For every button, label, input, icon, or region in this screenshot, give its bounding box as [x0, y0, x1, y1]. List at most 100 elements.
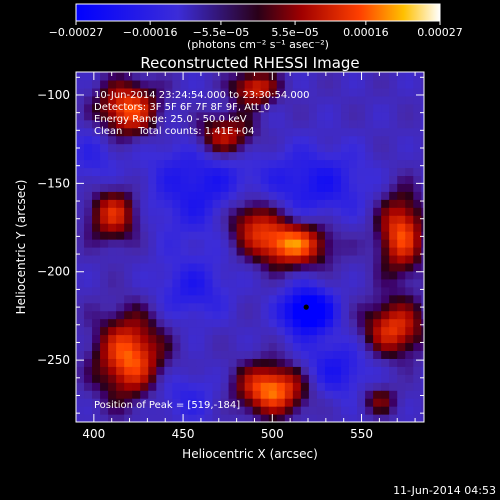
heatmap-cell	[244, 111, 254, 121]
heatmap-cell	[260, 294, 270, 304]
heatmap-cell	[164, 358, 173, 367]
heatmap-cell	[132, 374, 141, 383]
heatmap-cell	[316, 119, 326, 129]
heatmap-cell	[228, 310, 238, 320]
heatmap-cell	[172, 262, 181, 272]
heatmap-cell	[116, 103, 125, 113]
heatmap-cell	[164, 72, 173, 81]
heatmap-cell	[284, 72, 294, 81]
heatmap-cell	[180, 111, 190, 121]
heatmap-cell	[212, 294, 222, 304]
heatmap-cell	[389, 270, 398, 280]
heatmap-cell	[373, 135, 382, 145]
heatmap-cell	[164, 254, 173, 264]
heatmap-cell	[188, 334, 198, 344]
heatmap-cell	[156, 151, 165, 161]
heatmap-cell	[204, 390, 214, 399]
heatmap-cell	[132, 79, 141, 89]
heatmap-cell	[381, 358, 390, 367]
heatmap-cell	[324, 366, 334, 375]
heatmap-cell	[316, 406, 326, 415]
heatmap-cell	[332, 366, 342, 375]
heatmap-cell	[341, 302, 350, 312]
heatmap-cell	[316, 207, 326, 216]
heatmap-cell	[421, 310, 424, 320]
heatmap-cell	[341, 270, 350, 280]
heatmap-cell	[292, 87, 302, 97]
heatmap-cell	[212, 254, 222, 264]
heatmap-cell	[196, 374, 206, 383]
heatmap-cell	[108, 358, 117, 367]
heatmap-cell	[188, 215, 198, 224]
heatmap-cell	[172, 215, 181, 224]
heatmap-cell	[140, 262, 149, 272]
heatmap-cell	[116, 318, 125, 328]
heatmap-cell	[284, 231, 294, 240]
heatmap-cell	[100, 358, 109, 367]
heatmap-cell	[373, 119, 382, 129]
heatmap-cell	[180, 103, 190, 113]
heatmap-cell	[316, 135, 326, 145]
heatmap-cell	[156, 278, 165, 288]
heatmap-cell	[196, 326, 206, 336]
heatmap-cell	[389, 254, 398, 264]
heatmap-cell	[316, 87, 326, 97]
colorbar-tick-label: 0.00016	[343, 26, 389, 39]
heatmap-cell	[405, 103, 414, 113]
heatmap-cell	[324, 390, 334, 399]
heatmap-cell	[341, 191, 350, 200]
heatmap-cell	[124, 79, 133, 89]
heatmap-cell	[421, 278, 424, 288]
heatmap-cell	[76, 231, 85, 240]
heatmap-cell	[341, 334, 350, 344]
heatmap-cell	[357, 358, 366, 367]
heatmap-cell	[292, 406, 302, 415]
heatmap-cell	[132, 111, 141, 121]
heatmap-cell	[140, 270, 149, 280]
heatmap-cell	[116, 191, 125, 200]
heatmap-cell	[397, 95, 406, 105]
heatmap-cell	[260, 183, 270, 192]
x-axis-ticks: 400 450 500 550	[75, 72, 416, 441]
heatmap-cell	[260, 318, 270, 328]
heatmap-cell	[76, 159, 85, 169]
heatmap-cell	[332, 326, 342, 336]
heatmap-cell	[116, 72, 125, 81]
heatmap-cell	[381, 414, 390, 422]
heatmap-cell	[365, 414, 374, 422]
heatmap-cell	[196, 183, 206, 192]
heatmap-cell	[108, 119, 117, 129]
heatmap-cell	[300, 151, 310, 161]
heatmap-cell	[373, 231, 382, 240]
heatmap-cell	[84, 334, 93, 344]
heatmap-cell	[84, 406, 93, 415]
heatmap-cell	[349, 175, 358, 184]
heatmap-cell	[332, 374, 342, 383]
heatmap-cell	[116, 310, 125, 320]
heatmap-cell	[100, 318, 109, 328]
heatmap-cell	[341, 207, 350, 216]
heatmap-cell	[252, 159, 262, 169]
heatmap-cell	[148, 342, 157, 351]
heatmap-cell	[140, 183, 149, 192]
heatmap-cell	[260, 414, 270, 422]
heatmap-cell	[373, 310, 382, 320]
heatmap-cell	[365, 342, 374, 351]
heatmap-cell	[132, 207, 141, 216]
heatmap-cell	[212, 350, 222, 359]
heatmap-cell	[316, 111, 326, 121]
heatmap-cell	[204, 79, 214, 89]
heatmap-cell	[92, 79, 101, 89]
heatmap-cell	[124, 72, 133, 81]
heatmap-cell	[357, 406, 366, 415]
heatmap-cell	[268, 398, 278, 407]
heatmap-cell	[76, 119, 85, 129]
heatmap-cell	[188, 175, 198, 184]
heatmap-cell	[180, 207, 190, 216]
heatmap-cell	[196, 207, 206, 216]
heatmap-cell	[389, 294, 398, 304]
heatmap-cell	[324, 191, 334, 200]
y-tick-label: −250	[37, 353, 70, 367]
heatmap-cell	[220, 103, 230, 113]
heatmap-cell	[148, 326, 157, 336]
